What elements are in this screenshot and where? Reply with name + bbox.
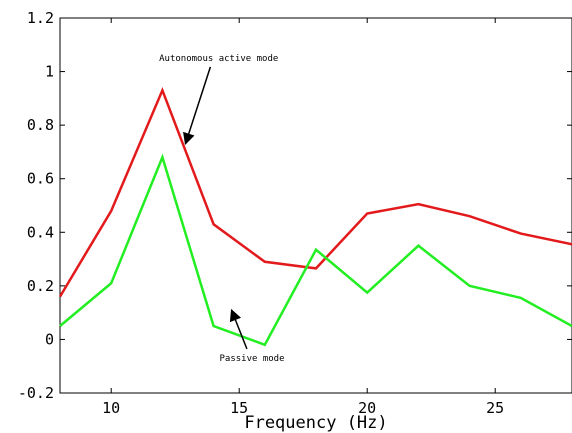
x-axis-title: Frequency (Hz): [244, 413, 387, 433]
y-tick-label: -0.2: [18, 384, 54, 402]
y-tick-label: 1.2: [27, 9, 54, 27]
y-tick-label: 1: [45, 63, 54, 81]
series-1-line: [58, 86, 572, 298]
y-tick-label: 0.6: [27, 170, 54, 188]
y-tick-label: 0: [45, 330, 54, 348]
tick-marks: [60, 17, 572, 394]
x-tick-label: 10: [102, 399, 120, 417]
x-tick-label: 25: [486, 399, 504, 417]
x-tick-label: 15: [230, 399, 248, 417]
annotations: Autonomous active mode Passive mode: [159, 54, 284, 364]
y-tick-label: 0.4: [27, 223, 54, 241]
annotation-1-arrow: [183, 66, 212, 146]
plot-area: [59, 17, 572, 394]
annotation-2-label: Passive mode: [219, 354, 284, 364]
y-tick-labels: -0.2 0 0.2 0.4 0.6 0.8 1 1.2: [18, 9, 54, 402]
x-tick-label: 20: [358, 399, 376, 417]
series-lines: [58, 86, 572, 347]
series-2-line: [59, 153, 572, 347]
annotation-2-arrow: [229, 308, 248, 350]
y-tick-label: 0.2: [27, 277, 54, 295]
annotation-1-label: Autonomous active mode: [159, 54, 278, 64]
x-tick-labels: 10 15 20 25: [102, 399, 504, 417]
y-tick-label: 0.8: [27, 116, 54, 134]
